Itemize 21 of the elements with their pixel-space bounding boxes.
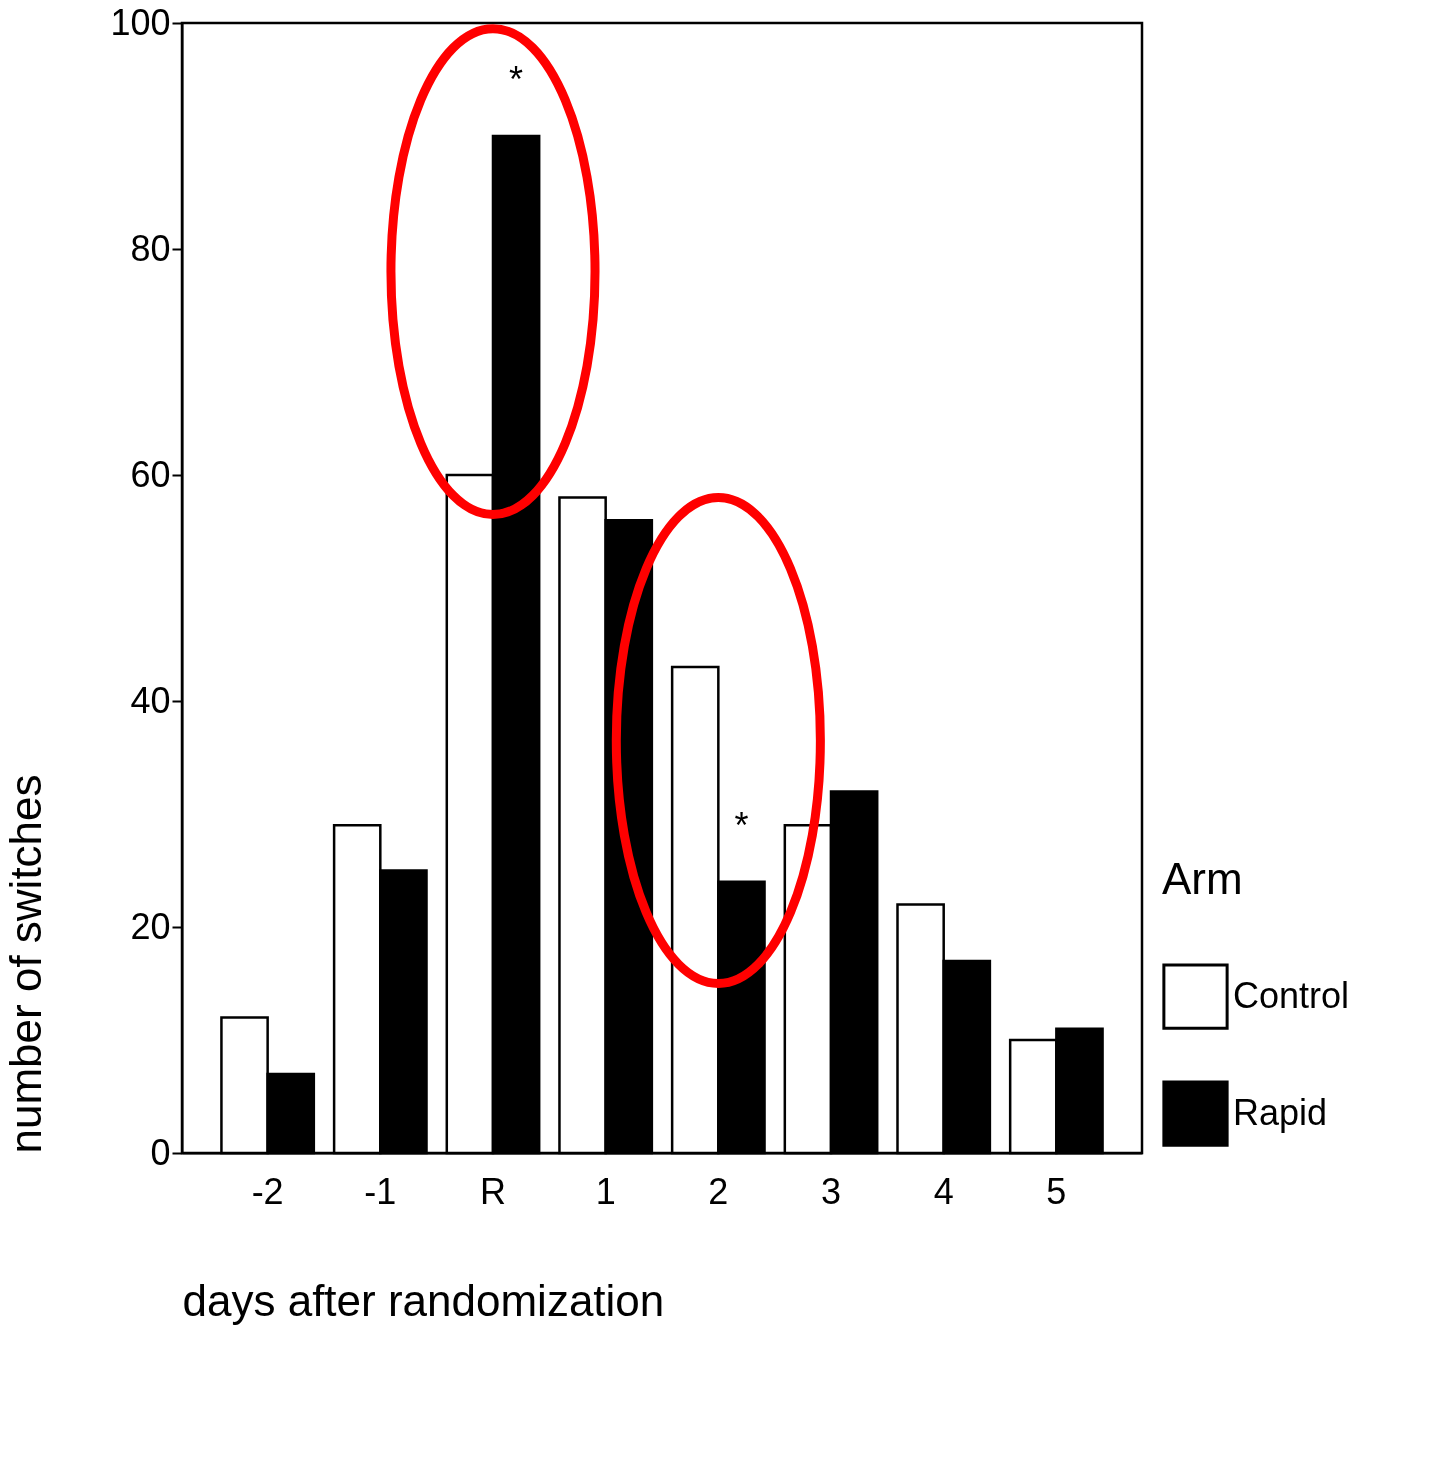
y-tick-label: 40	[130, 679, 171, 721]
annotation: *	[734, 804, 749, 846]
legend-label: Rapid	[1233, 1091, 1328, 1133]
x-axis-title: days after randomization	[182, 1275, 665, 1325]
annotation: *	[509, 59, 524, 100]
y-axis-title: number of switches	[1, 774, 51, 1154]
y-tick-label: 60	[130, 453, 171, 495]
y-tick-label: 20	[130, 905, 171, 947]
x-tick-label: 1	[595, 1170, 616, 1212]
x-tick-label: 4	[933, 1170, 954, 1212]
x-tick-label: 2	[708, 1170, 729, 1212]
x-tick-label: 5	[1046, 1170, 1067, 1212]
x-tick-label: -2	[251, 1170, 284, 1212]
y-tick-label: 100	[110, 1, 171, 43]
y-tick-label: 0	[150, 1131, 171, 1173]
x-tick-label: R	[479, 1170, 506, 1212]
x-tick-label: -1	[364, 1170, 397, 1212]
x-tick-label: 3	[821, 1170, 842, 1212]
legend-label: Control	[1233, 974, 1350, 1016]
legend-title: Arm	[1162, 854, 1243, 904]
y-tick-label: 80	[130, 227, 171, 269]
